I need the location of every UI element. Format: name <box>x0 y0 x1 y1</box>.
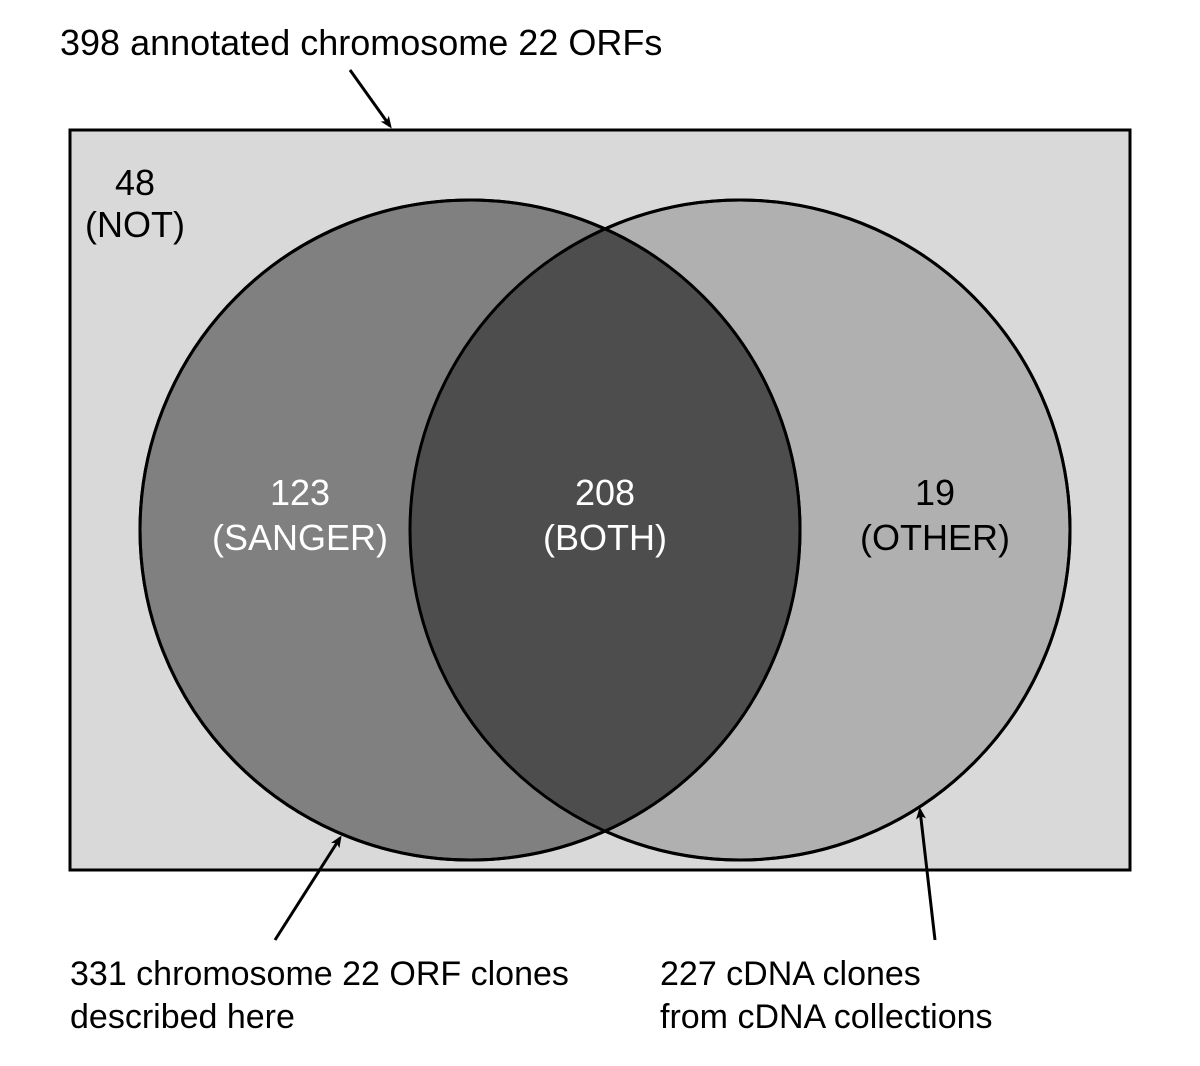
title-text: 398 annotated chromosome 22 ORFs <box>60 22 662 63</box>
not-label: (NOT) <box>85 204 185 245</box>
title-arrow <box>350 70 390 126</box>
right-callout-line1: 227 cDNA clones <box>660 955 921 993</box>
venn-svg: 398 annotated chromosome 22 ORFs 48 (NOT… <box>0 0 1200 1066</box>
sanger-value: 123 <box>270 472 330 513</box>
venn-diagram-figure: 398 annotated chromosome 22 ORFs 48 (NOT… <box>0 0 1200 1066</box>
right-callout-line2: from cDNA collections <box>660 998 993 1036</box>
other-label: (OTHER) <box>860 517 1010 558</box>
left-callout-line2: described here <box>70 998 295 1036</box>
left-callout-line1: 331 chromosome 22 ORF clones <box>70 955 569 993</box>
other-value: 19 <box>915 472 955 513</box>
sanger-label: (SANGER) <box>212 517 388 558</box>
both-label: (BOTH) <box>543 517 667 558</box>
both-value: 208 <box>575 472 635 513</box>
not-value: 48 <box>115 162 155 203</box>
